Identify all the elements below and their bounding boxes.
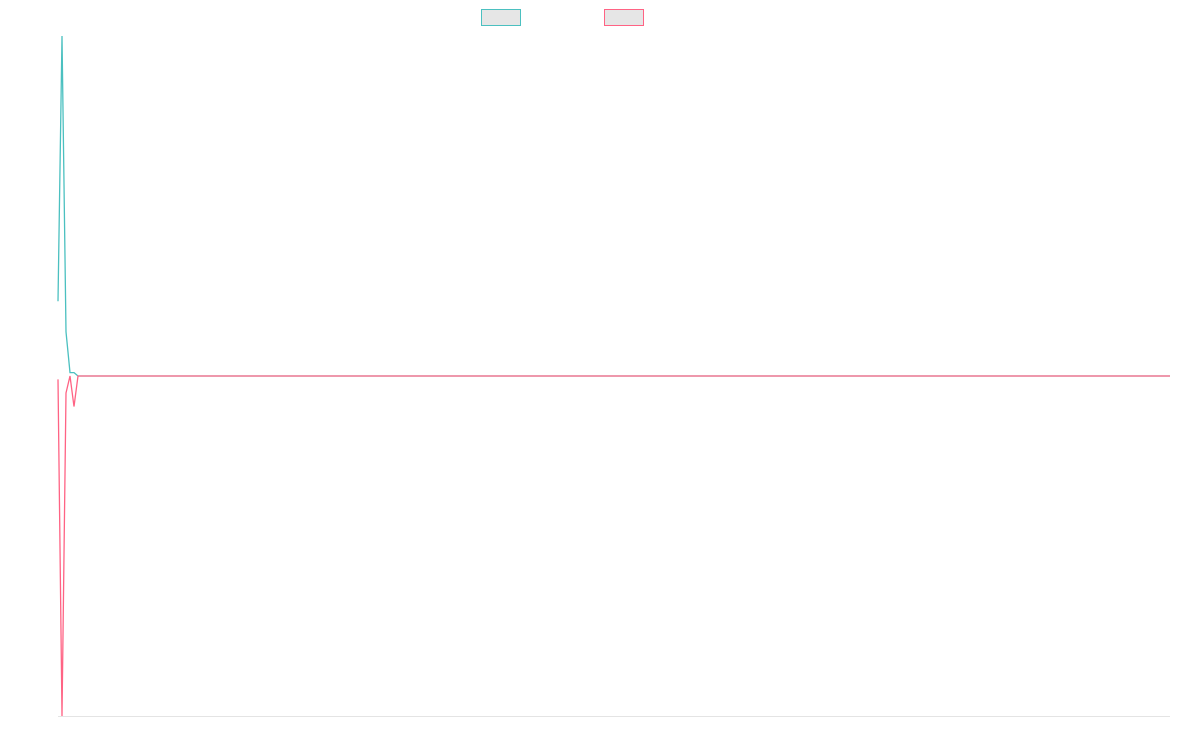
legend-swatch xyxy=(604,9,644,26)
line-series xyxy=(57,375,1170,717)
line-series xyxy=(57,35,1170,377)
legend-swatch xyxy=(481,9,521,26)
